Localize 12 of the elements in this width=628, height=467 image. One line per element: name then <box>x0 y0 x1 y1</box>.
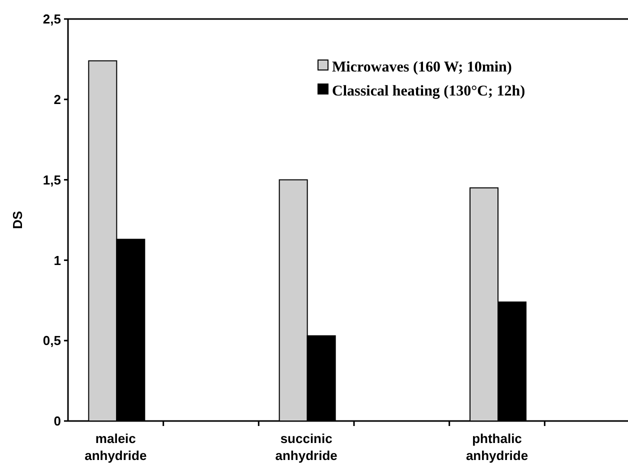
x-tick-label: phthalic anhydride <box>466 431 528 463</box>
y-tick-label: 0 <box>54 414 61 429</box>
x-tick-label: maleic anhydride <box>84 431 147 463</box>
x-tick-label: succinic anhydride <box>275 431 338 463</box>
legend-label: Microwaves (160 W; 10min) <box>332 59 512 76</box>
y-tick-label: 0,5 <box>42 333 61 348</box>
y-tick-label: 2 <box>54 92 61 107</box>
legend-label: Classical heating (130°C; 12h) <box>332 83 526 100</box>
y-tick-label: 1 <box>54 252 61 268</box>
y-tick-label: 1,5 <box>42 172 61 188</box>
y-tick-label: 2,5 <box>42 12 61 27</box>
y-axis-title: DS <box>10 210 25 230</box>
